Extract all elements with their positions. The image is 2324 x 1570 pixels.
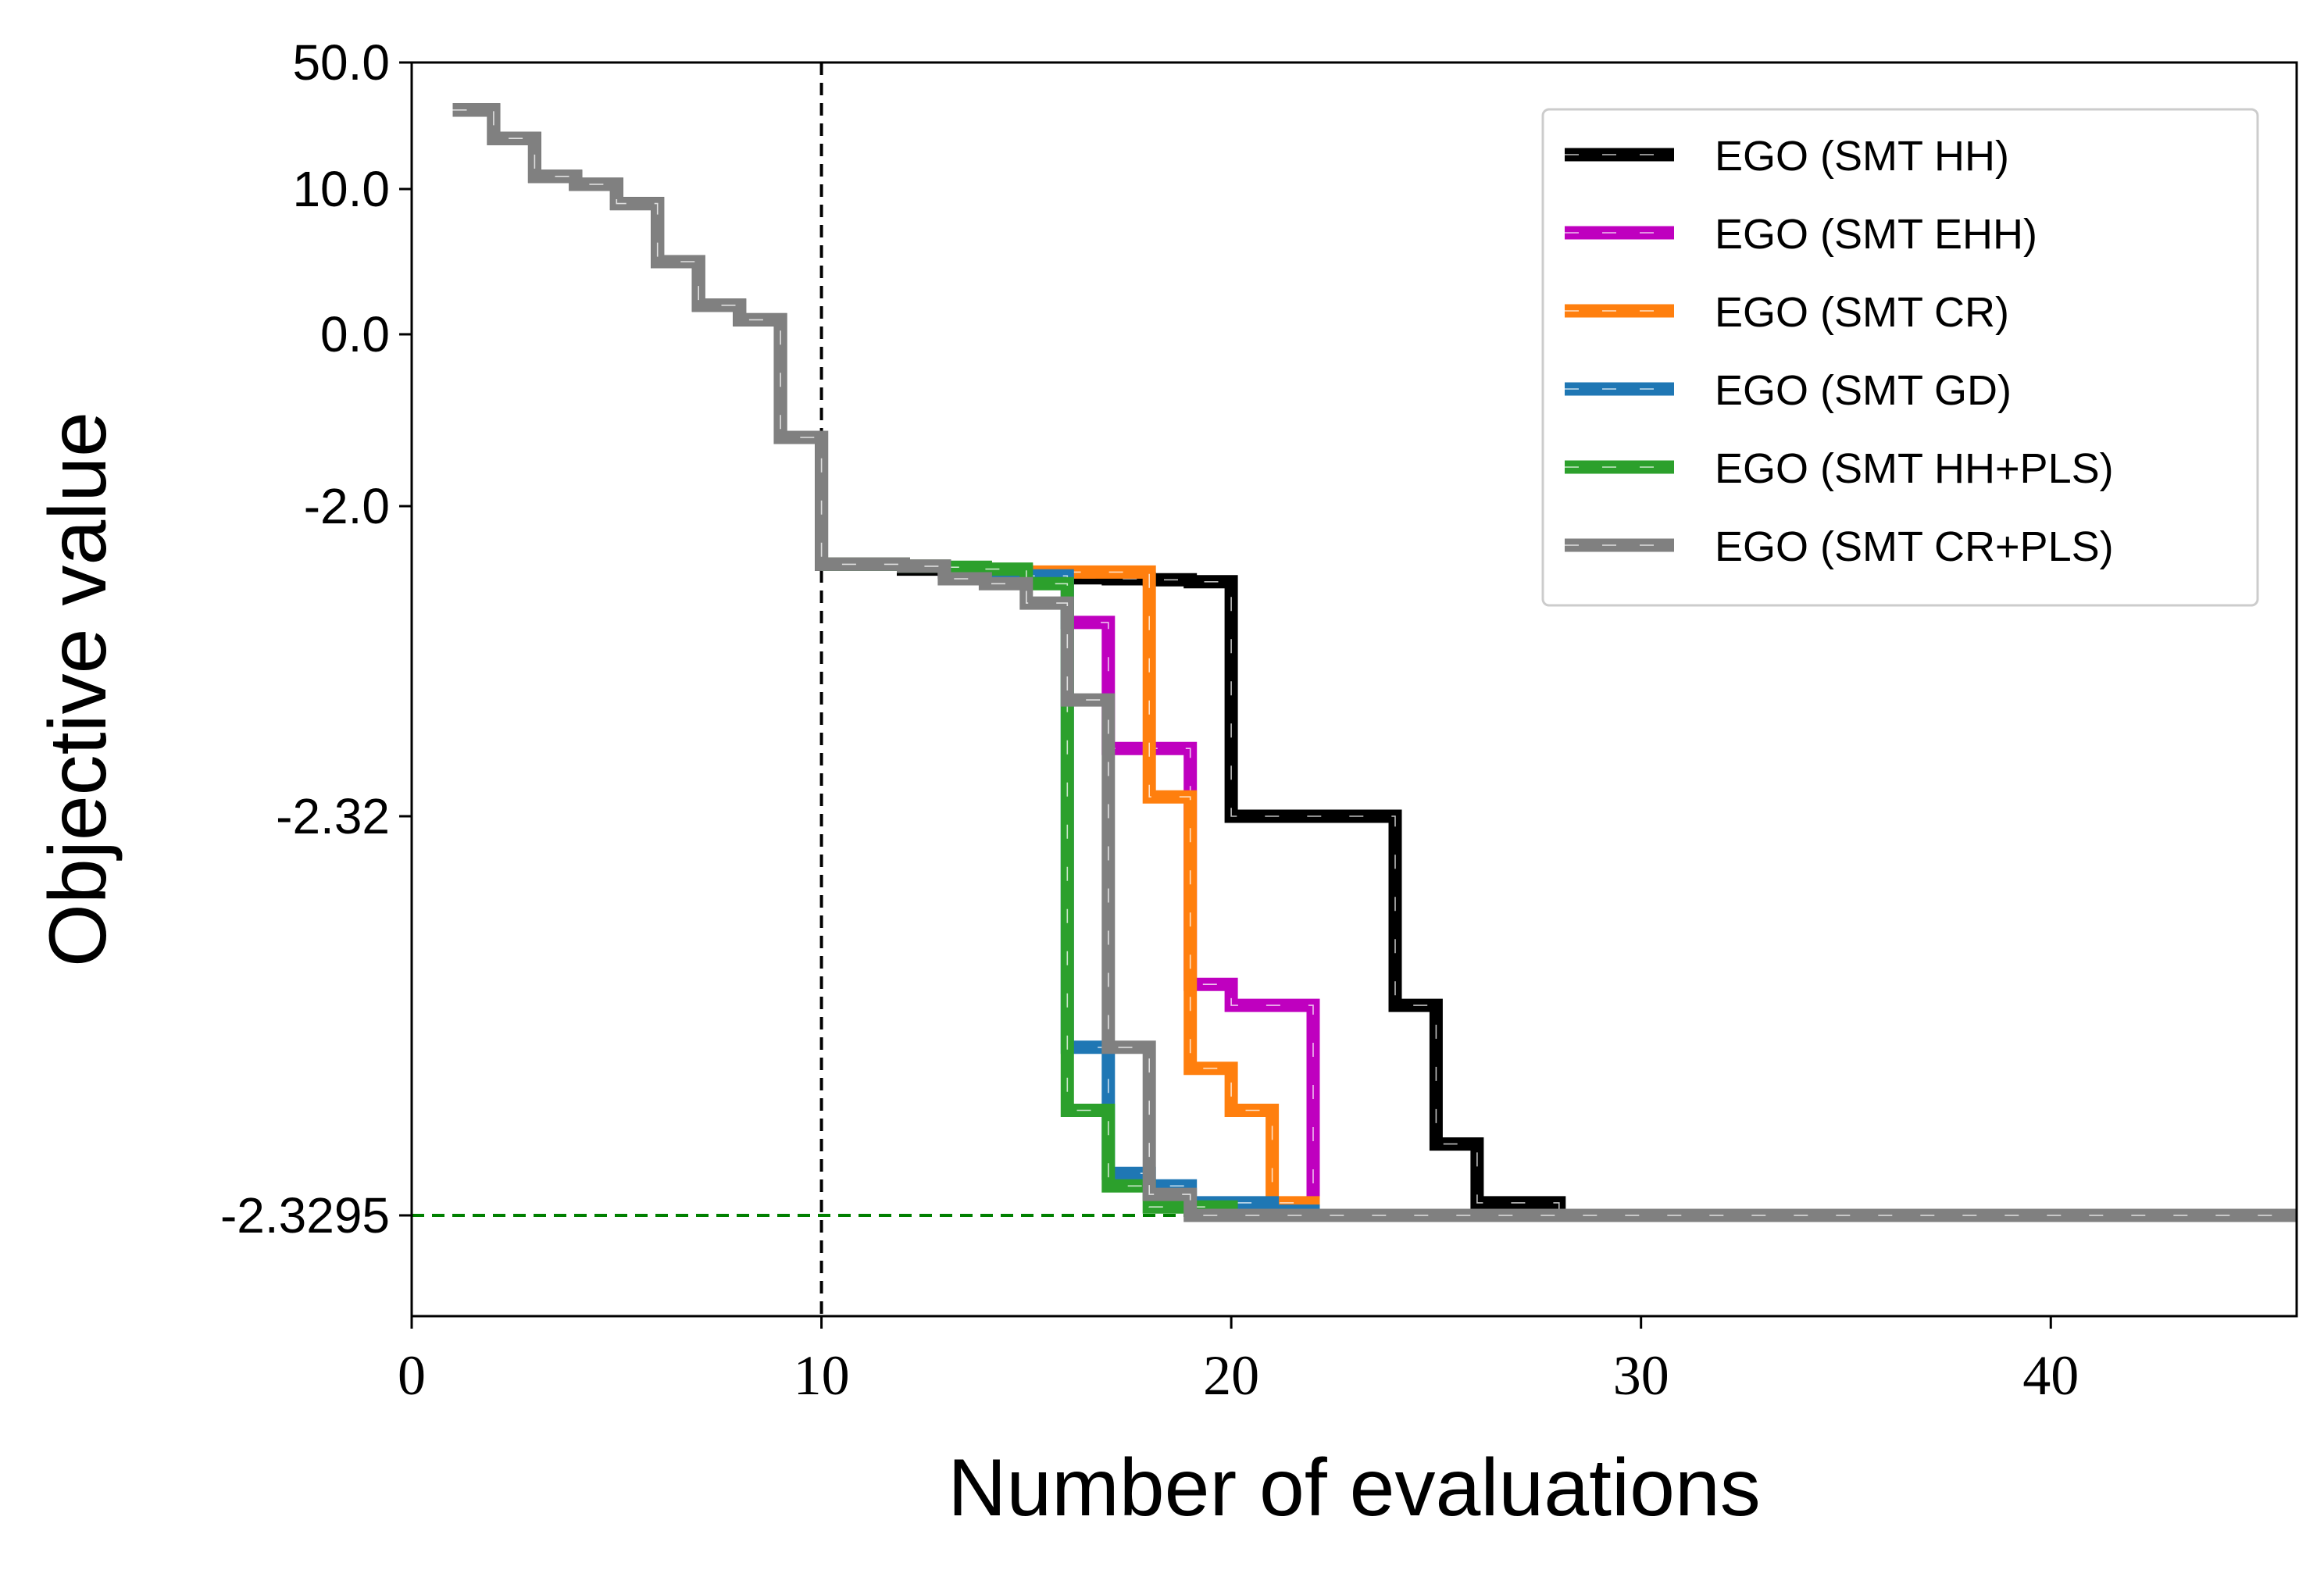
x-axis-title: Number of evaluations bbox=[948, 1443, 1761, 1533]
x-tick-label: 20 bbox=[1203, 1344, 1259, 1407]
y-axis-title: Objective value bbox=[33, 412, 123, 967]
x-tick-label: 30 bbox=[1613, 1344, 1669, 1407]
x-tick-label: 0 bbox=[398, 1344, 426, 1407]
y-tick-label: -2.3295 bbox=[220, 1187, 390, 1244]
axes-layer: 0 10 20 30 40 50.0 10.0 0.0 -2.0 -2.32 -2.3295 bbox=[220, 34, 2298, 1407]
axes-frame bbox=[410, 61, 2298, 1318]
x-tick-label: 40 bbox=[2022, 1344, 2079, 1407]
legend-box bbox=[1541, 108, 2259, 607]
legend-label: EGO (SMT HH) bbox=[1715, 133, 2009, 180]
legend-label: EGO (SMT HH+PLS) bbox=[1715, 445, 2114, 492]
x-tick-label: 10 bbox=[794, 1344, 850, 1407]
legend-label: EGO (SMT EHH) bbox=[1715, 211, 2037, 258]
legend-label: EGO (SMT CR+PLS) bbox=[1715, 523, 2114, 570]
series-line-texture-0 bbox=[452, 109, 2297, 1216]
legend-label: EGO (SMT CR) bbox=[1715, 289, 2009, 336]
y-tick-label: 0.0 bbox=[320, 306, 390, 362]
legend: EGO (SMT HH) EGO (SMT EHH) EGO (SMT CR) EGO… bbox=[1541, 108, 2259, 607]
legend-label: EGO (SMT GD) bbox=[1715, 367, 2012, 414]
y-tick-label: 10.0 bbox=[292, 161, 390, 217]
y-tick-label: 50.0 bbox=[292, 34, 390, 91]
series-layer bbox=[452, 103, 2297, 1222]
y-tick-label: -2.32 bbox=[276, 788, 390, 844]
series-line-texture-5 bbox=[452, 109, 2297, 1216]
y-tick-label: -2.0 bbox=[304, 478, 390, 534]
